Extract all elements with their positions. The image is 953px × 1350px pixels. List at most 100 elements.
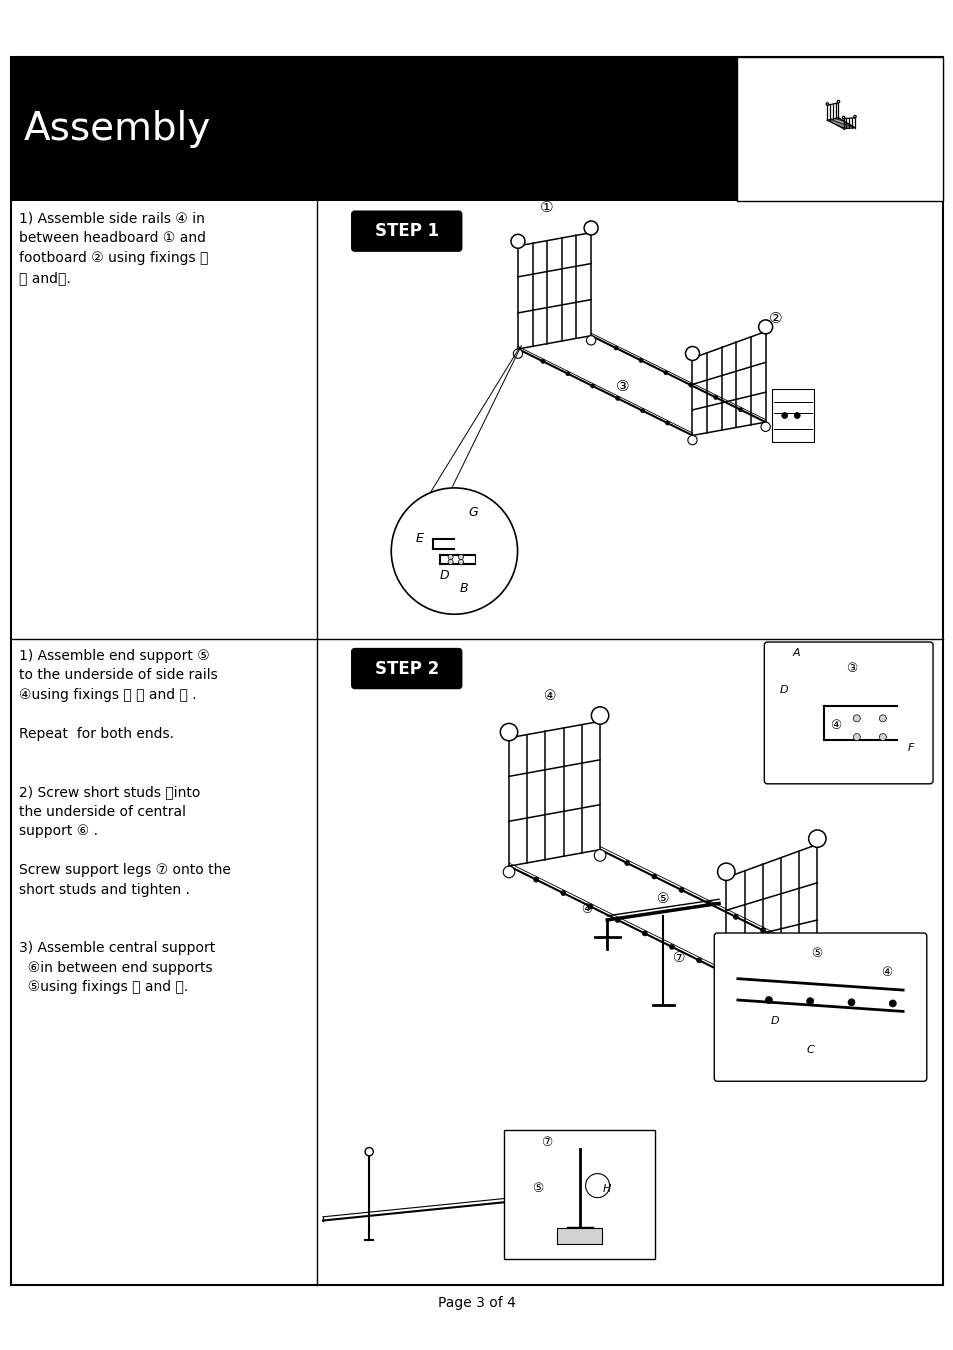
- Circle shape: [825, 103, 828, 105]
- Circle shape: [458, 559, 463, 564]
- Circle shape: [448, 555, 453, 560]
- Text: ③: ③: [845, 663, 857, 675]
- Text: ④: ④: [580, 903, 592, 917]
- Circle shape: [624, 860, 629, 865]
- Text: G: G: [468, 506, 477, 520]
- Circle shape: [614, 346, 618, 350]
- Circle shape: [663, 371, 667, 375]
- Circle shape: [879, 733, 885, 741]
- Circle shape: [585, 1173, 609, 1197]
- Circle shape: [591, 707, 608, 724]
- Text: ⑦: ⑦: [673, 952, 685, 965]
- Text: Page 3 of 4: Page 3 of 4: [437, 1296, 516, 1311]
- Circle shape: [853, 115, 855, 117]
- Circle shape: [760, 927, 764, 933]
- Circle shape: [806, 998, 813, 1004]
- Circle shape: [565, 371, 569, 375]
- Circle shape: [705, 900, 710, 906]
- Text: ⑤: ⑤: [810, 948, 821, 960]
- Circle shape: [639, 358, 642, 362]
- Text: ①: ①: [538, 200, 553, 215]
- Circle shape: [794, 413, 800, 418]
- Circle shape: [590, 383, 594, 387]
- Text: F: F: [906, 743, 913, 753]
- Bar: [557, 1228, 601, 1243]
- Circle shape: [764, 996, 772, 1003]
- Text: STEP 2: STEP 2: [375, 660, 438, 678]
- Circle shape: [640, 409, 644, 413]
- Text: ⑤: ⑤: [532, 1183, 542, 1195]
- Circle shape: [781, 413, 787, 418]
- Text: D: D: [439, 570, 449, 582]
- Circle shape: [583, 221, 598, 235]
- Text: Assembly: Assembly: [24, 109, 211, 148]
- Circle shape: [651, 873, 657, 879]
- Text: A: A: [792, 648, 800, 657]
- Text: ⑤: ⑤: [657, 892, 669, 906]
- Bar: [504, 1130, 654, 1260]
- Bar: [737, 57, 942, 201]
- Circle shape: [720, 973, 731, 985]
- Circle shape: [808, 830, 825, 848]
- Circle shape: [641, 931, 647, 936]
- Circle shape: [669, 945, 674, 949]
- Circle shape: [586, 336, 595, 346]
- FancyBboxPatch shape: [714, 933, 925, 1081]
- Circle shape: [888, 1000, 896, 1007]
- Circle shape: [448, 559, 453, 564]
- Circle shape: [847, 999, 854, 1006]
- Text: C: C: [805, 1045, 813, 1054]
- Circle shape: [533, 878, 538, 882]
- Circle shape: [502, 867, 515, 878]
- Text: STEP 1: STEP 1: [375, 223, 438, 240]
- Circle shape: [615, 397, 619, 401]
- FancyBboxPatch shape: [352, 211, 461, 251]
- Text: B: B: [459, 582, 468, 595]
- Circle shape: [852, 733, 860, 741]
- Circle shape: [688, 383, 692, 387]
- Text: 1) Assemble side rails ④ in
between headboard ① and
footboard ② using fixings Ⓑ
: 1) Assemble side rails ④ in between head…: [19, 211, 209, 285]
- Circle shape: [615, 918, 619, 922]
- Circle shape: [665, 421, 669, 425]
- Circle shape: [760, 423, 769, 432]
- Text: D: D: [779, 684, 787, 694]
- Circle shape: [841, 116, 844, 119]
- Text: E: E: [416, 532, 423, 544]
- Text: ⑦: ⑦: [540, 1135, 552, 1149]
- Bar: [772, 389, 813, 441]
- Text: H: H: [601, 1184, 610, 1195]
- Circle shape: [717, 863, 734, 880]
- Circle shape: [811, 957, 822, 969]
- Circle shape: [696, 958, 700, 963]
- Circle shape: [685, 347, 699, 360]
- Text: ④: ④: [829, 720, 841, 732]
- Circle shape: [365, 1148, 373, 1156]
- Circle shape: [852, 716, 860, 722]
- FancyBboxPatch shape: [763, 643, 932, 784]
- Circle shape: [758, 320, 772, 333]
- Text: 1) Assemble end support ⑤
to the underside of side rails
④using fixings Ⓐ ⓓ and : 1) Assemble end support ⑤ to the undersi…: [19, 648, 231, 994]
- Bar: [11, 57, 942, 201]
- Circle shape: [679, 887, 683, 892]
- Text: ③: ③: [615, 379, 628, 394]
- Circle shape: [733, 914, 738, 919]
- Circle shape: [540, 359, 544, 363]
- Circle shape: [511, 235, 524, 248]
- Circle shape: [879, 716, 885, 722]
- Circle shape: [560, 891, 565, 895]
- Circle shape: [587, 904, 593, 909]
- Circle shape: [458, 555, 463, 560]
- Text: D: D: [770, 1017, 779, 1026]
- Circle shape: [738, 408, 742, 412]
- Text: ④: ④: [543, 690, 556, 703]
- Circle shape: [391, 487, 517, 614]
- Circle shape: [837, 100, 839, 103]
- Circle shape: [687, 436, 697, 444]
- Circle shape: [594, 849, 605, 861]
- FancyBboxPatch shape: [352, 648, 461, 688]
- Circle shape: [713, 396, 717, 400]
- Circle shape: [513, 350, 522, 358]
- Text: ②: ②: [768, 310, 781, 325]
- Circle shape: [787, 941, 792, 946]
- Circle shape: [499, 724, 517, 741]
